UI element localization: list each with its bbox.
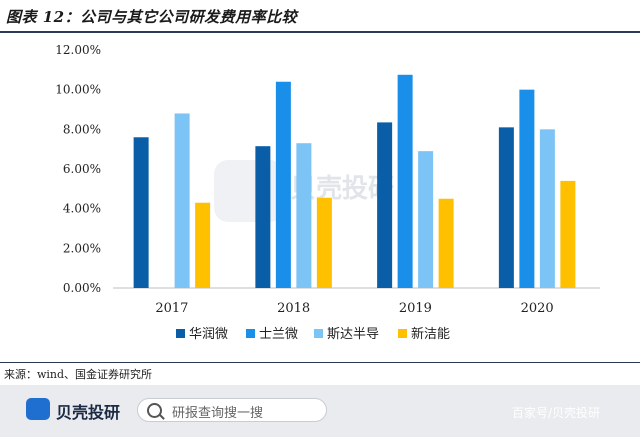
search-icon[interactable]	[147, 403, 162, 418]
bar	[133, 137, 149, 288]
legend-label: 斯达半导	[327, 327, 379, 342]
footer-bar: 贝壳投研 研报查询搜一搜 百家号/贝壳投研	[0, 385, 640, 437]
watermark-logo-icon	[214, 160, 284, 222]
figure-title: 图表 12：公司与其它公司研发费用率比较	[6, 8, 298, 26]
y-tick-label: 2.00%	[63, 241, 101, 255]
bar	[377, 122, 393, 289]
search-placeholder: 研报查询搜一搜	[172, 406, 264, 421]
bar	[397, 74, 413, 288]
brand-name[interactable]: 贝壳投研	[56, 403, 121, 422]
legend-label: 新洁能	[411, 326, 450, 342]
bar-chart: 0.00% 2.00% 4.00% 6.00% 8.00% 10.00% 12.00% 201…	[55, 43, 600, 342]
figure-header: 图表 12：公司与其它公司研发费用率比较	[0, 0, 640, 34]
y-tick-label: 10.00%	[55, 83, 101, 97]
credit-text: 百家号/贝壳投研	[512, 406, 601, 420]
x-tick-label: 2018	[277, 301, 310, 316]
x-tick-label: 2017	[155, 301, 188, 316]
bar	[560, 180, 576, 288]
legend-swatch	[398, 329, 407, 338]
y-tick-label: 8.00%	[63, 122, 101, 136]
source-note: 来源：wind、国金证券研究所	[4, 368, 153, 381]
legend-label: 华润微	[189, 327, 228, 342]
brand-logo-icon[interactable]	[26, 398, 50, 420]
bar	[275, 81, 291, 288]
legend-label: 士兰微	[259, 327, 298, 342]
bar	[316, 197, 332, 288]
x-tick-label: 2020	[521, 301, 554, 316]
bar	[519, 89, 535, 288]
bar	[296, 143, 312, 288]
y-tick-label: 4.00%	[63, 202, 101, 216]
legend-swatch	[314, 329, 323, 338]
bar	[174, 113, 190, 288]
bar	[255, 146, 271, 288]
y-tick-label: 6.00%	[63, 162, 101, 176]
bar	[195, 202, 211, 288]
legend-swatch	[246, 329, 255, 338]
source-rule	[0, 362, 640, 363]
y-tick-label: 0.00%	[63, 281, 101, 295]
bar	[498, 127, 514, 288]
legend-swatch	[176, 329, 185, 338]
bar	[539, 129, 555, 288]
search-input[interactable]: 研报查询搜一搜	[137, 398, 327, 422]
bar	[438, 198, 454, 288]
y-tick-label: 12.00%	[55, 43, 101, 57]
x-tick-label: 2019	[399, 301, 432, 316]
title-rule	[0, 31, 640, 33]
bar	[418, 151, 434, 288]
